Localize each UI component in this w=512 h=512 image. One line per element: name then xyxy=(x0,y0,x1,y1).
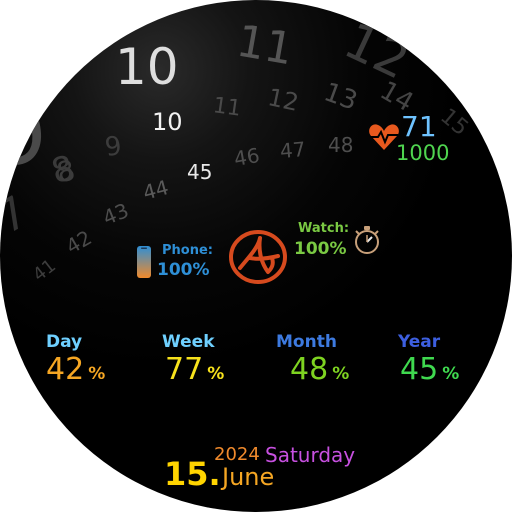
inner-ring-11: 11 xyxy=(211,93,242,122)
inner-ring-15: 15 xyxy=(435,104,473,141)
stopwatch-icon[interactable] xyxy=(350,224,384,256)
stat-month-label: Month xyxy=(276,332,337,352)
minute-ring-47: 47 xyxy=(279,137,306,163)
stat-week-value: 77% xyxy=(165,352,224,387)
phone-battery-value: 100% xyxy=(157,260,210,280)
hour-ring-9: 9 xyxy=(0,76,56,189)
minute-ring-44: 44 xyxy=(140,175,171,205)
inner-ring-13: 13 xyxy=(320,77,361,117)
hour-ring-11: 11 xyxy=(233,16,297,76)
steps-value: 1000 xyxy=(396,141,449,165)
stat-week-label: Week xyxy=(162,332,215,352)
stat-year-value: 45% xyxy=(400,352,459,387)
phone-battery-icon xyxy=(136,245,152,279)
date-weekday: Saturday xyxy=(265,443,355,467)
current-minute: 45 xyxy=(187,160,212,184)
current-hour-small: 10 xyxy=(152,108,183,136)
watch-battery-label: Watch: xyxy=(298,221,349,236)
minute-ring-41: 41 xyxy=(29,255,60,286)
date-day: 15. xyxy=(164,455,221,493)
watch-battery-value: 100% xyxy=(294,239,347,259)
phone-battery-label: Phone: xyxy=(162,243,213,258)
minute-ring-46: 46 xyxy=(232,143,261,171)
current-hour-large: 10 xyxy=(115,38,179,96)
heart-rate-value: 71 xyxy=(401,110,437,143)
stat-year-label: Year xyxy=(398,332,440,352)
stat-day-value: 42% xyxy=(46,352,105,387)
brand-logo-icon[interactable] xyxy=(228,228,288,286)
minute-ring-48: 48 xyxy=(328,133,353,157)
minute-ring-43: 43 xyxy=(99,198,132,230)
hour-ring-7: 7 xyxy=(0,186,37,244)
stat-day-label: Day xyxy=(46,332,82,352)
inner-ring-9: 9 xyxy=(103,131,124,163)
inner-ring-12: 12 xyxy=(265,83,301,117)
stat-month-value: 48% xyxy=(290,352,349,387)
hour-ring-12: 12 xyxy=(336,11,418,90)
date-year: 2024 xyxy=(214,444,260,465)
date-month: June xyxy=(222,463,274,491)
minute-ring-42: 42 xyxy=(62,225,96,259)
